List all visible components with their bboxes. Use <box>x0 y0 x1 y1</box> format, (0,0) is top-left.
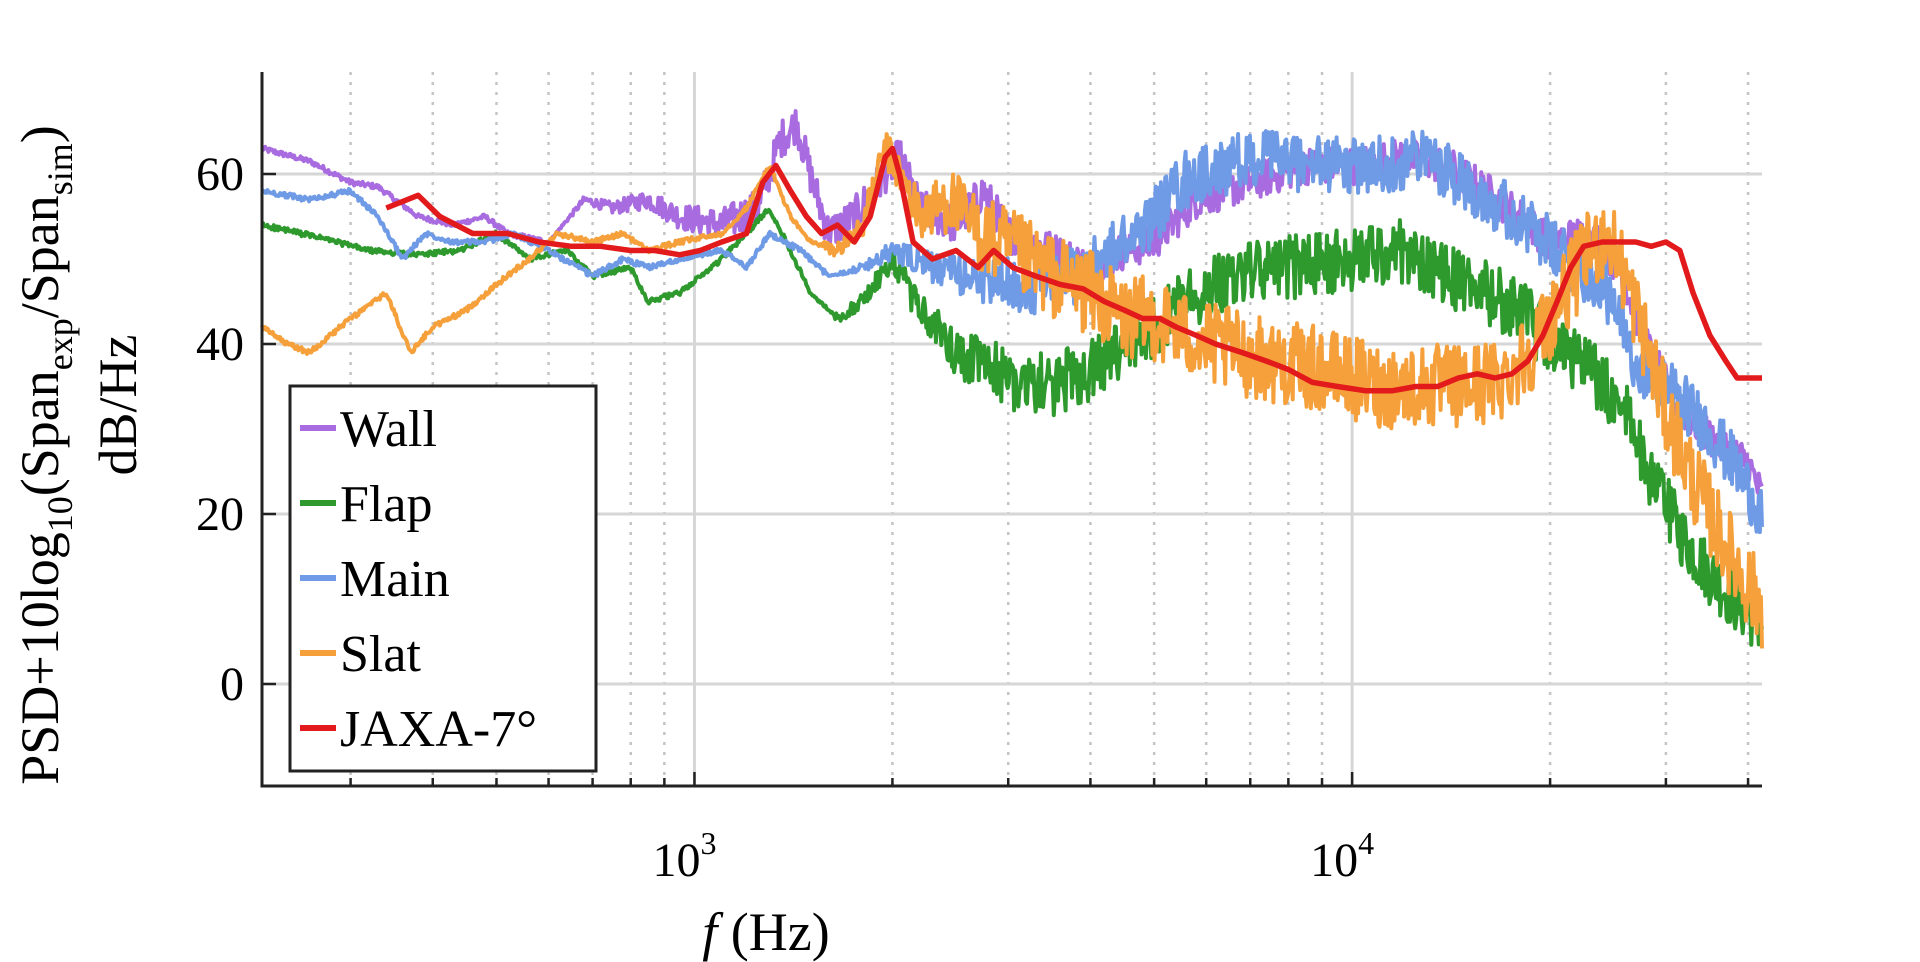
legend-label-1: Wall <box>340 401 437 458</box>
x-tick-label: 104 <box>1310 825 1374 887</box>
legend: Wall Flap Main Slat JAXA-7° <box>288 384 598 773</box>
series-lines <box>260 109 1764 649</box>
series-line-5 <box>385 145 1762 394</box>
series-line-2 <box>260 207 1764 647</box>
x-tick-label: 103 <box>652 825 716 887</box>
y-axis-title: PSD+10log10(Spanexp/Spansim) dB/Hz <box>10 125 148 785</box>
x-axis-title: f (Hz) <box>702 902 829 962</box>
y-axis-title-units: dB/Hz <box>88 335 148 476</box>
series-line-4 <box>260 132 1764 649</box>
y-tick-label: 40 <box>196 318 244 371</box>
axes <box>260 72 1762 788</box>
legend-label-4: Slat <box>340 626 421 683</box>
y-tick-label: 0 <box>220 658 244 711</box>
legend-box <box>288 384 598 773</box>
y-tick-label: 60 <box>196 148 244 201</box>
legend-label-3: Main <box>340 551 450 608</box>
legend-label-5: JAXA-7° <box>340 701 537 758</box>
svg-text:PSD+10log10(Spanexp/Spansim): PSD+10log10(Spanexp/Spansim) <box>10 125 80 785</box>
tick-labels: 0 20 40 60 103 104 <box>196 148 1374 887</box>
legend-label-2: Flap <box>340 476 432 533</box>
y-tick-label: 20 <box>196 488 244 541</box>
